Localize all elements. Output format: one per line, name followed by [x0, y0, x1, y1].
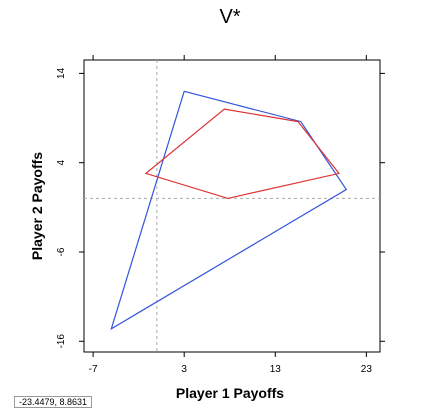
series-line-2 — [144, 108, 341, 200]
x-tick-label: 23 — [361, 364, 373, 375]
axis-ticks: -7 3 13 23 -16 -6 4 14 — [56, 55, 385, 375]
plot-frame — [83, 59, 381, 353]
series-group — [110, 90, 348, 331]
series-line-1 — [110, 90, 348, 331]
x-tick-label: 13 — [270, 364, 282, 375]
x-tick-label: 3 — [181, 364, 187, 375]
y-tick-label: 14 — [56, 67, 67, 79]
y-tick-label: -16 — [56, 334, 67, 349]
x-axis-label: Player 1 Payoffs — [176, 385, 284, 401]
y-tick-label: -6 — [56, 247, 67, 256]
y-tick-label: 4 — [56, 159, 67, 165]
chart-title: V* — [219, 6, 240, 28]
y-axis-label: Player 2 Payoffs — [29, 152, 45, 260]
x-tick-label: -7 — [89, 364, 98, 375]
coordinate-readout: -23.4479, 8.8631 — [14, 396, 93, 408]
